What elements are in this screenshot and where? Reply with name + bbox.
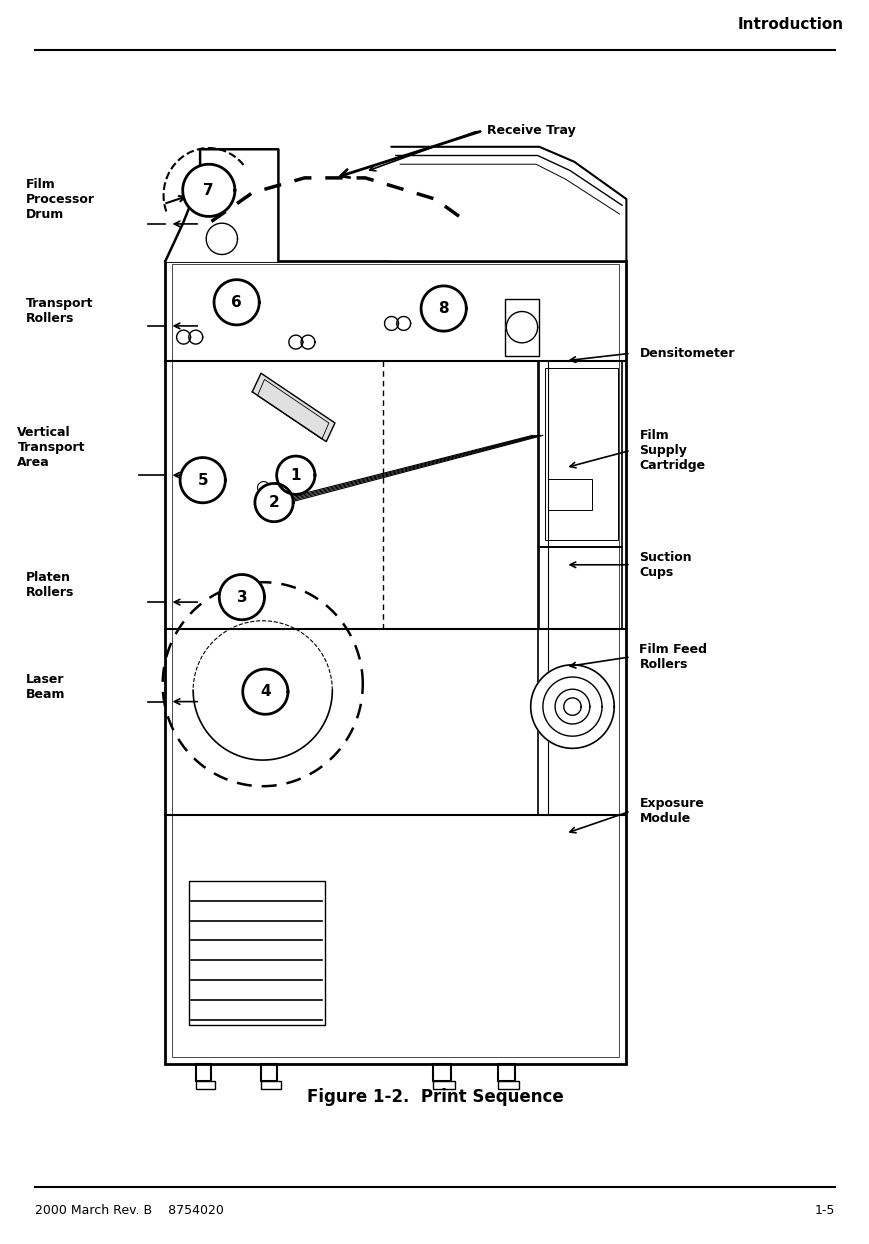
Polygon shape <box>180 458 225 503</box>
Text: Vertical
Transport
Area: Vertical Transport Area <box>17 427 85 469</box>
Text: Film
Supply
Cartridge: Film Supply Cartridge <box>639 429 705 471</box>
Bar <box>497 1081 519 1088</box>
Text: Laser
Beam: Laser Beam <box>26 673 65 700</box>
Polygon shape <box>257 498 269 510</box>
Polygon shape <box>176 330 190 345</box>
Polygon shape <box>554 689 589 724</box>
Text: Introduction: Introduction <box>737 17 843 32</box>
Bar <box>539 547 621 629</box>
Bar <box>261 1064 276 1081</box>
Text: Suction
Cups: Suction Cups <box>639 551 691 578</box>
Polygon shape <box>384 316 398 331</box>
Text: Film
Processor
Drum: Film Processor Drum <box>26 178 95 220</box>
Bar <box>261 1081 281 1088</box>
Text: 2000 March Rev. B    8754020: 2000 March Rev. B 8754020 <box>35 1204 223 1217</box>
Text: Receive Tray: Receive Tray <box>487 124 575 137</box>
Text: 3: 3 <box>236 590 247 605</box>
Polygon shape <box>421 286 466 331</box>
Bar <box>196 1064 210 1081</box>
Bar <box>547 479 591 510</box>
Text: 7: 7 <box>203 183 214 198</box>
Polygon shape <box>391 147 626 261</box>
Polygon shape <box>542 677 601 736</box>
Bar <box>172 264 619 1057</box>
Polygon shape <box>182 164 235 216</box>
Polygon shape <box>289 335 302 350</box>
Polygon shape <box>276 457 315 494</box>
Text: Film Feed
Rollers: Film Feed Rollers <box>639 643 706 671</box>
Bar <box>433 1081 454 1088</box>
Polygon shape <box>252 373 335 442</box>
Text: 1: 1 <box>290 468 301 483</box>
Text: 6: 6 <box>231 295 242 310</box>
Polygon shape <box>530 664 614 749</box>
Text: 8: 8 <box>438 301 448 316</box>
Bar <box>504 299 539 356</box>
Bar <box>539 361 621 547</box>
Text: Platen
Rollers: Platen Rollers <box>26 571 75 598</box>
Text: 2: 2 <box>269 495 279 510</box>
Text: 4: 4 <box>260 684 270 699</box>
Text: Exposure
Module: Exposure Module <box>639 797 704 825</box>
Polygon shape <box>189 330 202 345</box>
Bar <box>497 1064 514 1081</box>
Bar <box>544 368 617 540</box>
Bar <box>433 1064 450 1081</box>
Polygon shape <box>206 223 237 255</box>
Text: Figure 1-2.  Print Sequence: Figure 1-2. Print Sequence <box>306 1088 563 1106</box>
Text: 1-5: 1-5 <box>814 1204 834 1217</box>
Polygon shape <box>506 311 537 343</box>
Bar <box>189 881 324 1025</box>
Polygon shape <box>301 335 315 350</box>
Text: 5: 5 <box>197 473 208 488</box>
Bar <box>196 1081 215 1088</box>
Polygon shape <box>219 575 264 620</box>
Polygon shape <box>257 481 269 494</box>
Polygon shape <box>563 698 580 715</box>
Polygon shape <box>242 669 288 714</box>
Polygon shape <box>165 149 278 261</box>
Text: Transport
Rollers: Transport Rollers <box>26 297 94 325</box>
Text: Densitometer: Densitometer <box>639 347 734 360</box>
Polygon shape <box>255 484 293 521</box>
Polygon shape <box>396 316 410 331</box>
Polygon shape <box>214 280 259 325</box>
Bar <box>165 261 626 1064</box>
